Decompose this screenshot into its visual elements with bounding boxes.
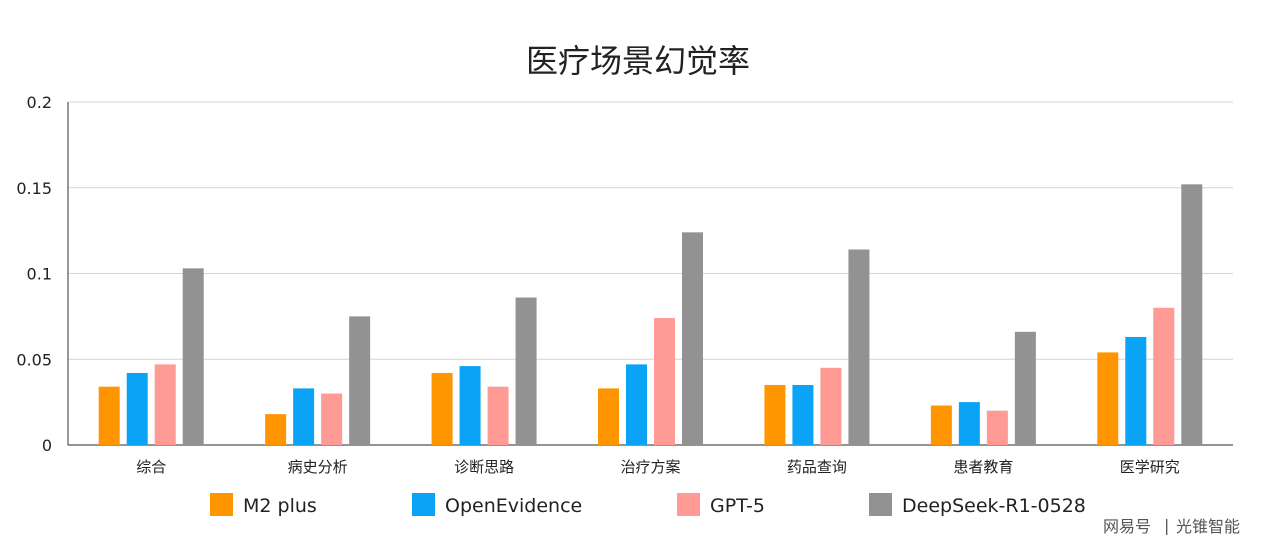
y-tick-label: 0.15 — [16, 179, 52, 198]
legend-swatch — [210, 493, 233, 516]
y-tick-label: 0.2 — [27, 93, 52, 112]
y-tick-label: 0 — [42, 436, 52, 455]
x-category-label: 病史分析 — [288, 458, 348, 476]
watermark: 网易号 | 光锥智能 — [1103, 516, 1240, 536]
legend-swatch — [869, 493, 892, 516]
bar — [820, 367, 842, 445]
bar — [182, 268, 204, 445]
bar — [598, 388, 619, 445]
bar — [459, 366, 481, 445]
x-category-label: 医学研究 — [1120, 458, 1180, 476]
x-axis-categories: 综合 病史分析 诊断思路 治疗方案 药品查询 患者教育 医学研究 — [136, 458, 1180, 476]
legend-label: GPT-5 — [710, 495, 765, 517]
legend-label: OpenEvidence — [445, 495, 582, 517]
y-axis-ticks: 0 0.05 0.1 0.15 0.2 — [16, 93, 52, 455]
legend-label: M2 plus — [243, 495, 317, 517]
watermark-source: 网易号 — [1103, 517, 1151, 536]
bar — [792, 384, 814, 445]
bar — [1181, 184, 1203, 445]
bar — [848, 249, 870, 445]
bar — [126, 372, 148, 445]
bar — [1097, 352, 1119, 445]
bar — [1153, 307, 1175, 445]
gridlines — [67, 101, 1233, 446]
bar — [321, 393, 343, 445]
legend-swatch — [677, 493, 700, 516]
watermark-author: 光锥智能 — [1176, 517, 1240, 536]
bar — [986, 410, 1008, 445]
bar — [958, 402, 980, 445]
bar — [764, 384, 786, 445]
bar — [431, 372, 453, 445]
bar — [1014, 331, 1036, 445]
bar — [515, 297, 537, 445]
bar — [1125, 336, 1147, 445]
watermark-separator: | — [1164, 516, 1169, 535]
bar — [349, 316, 371, 445]
x-category-label: 患者教育 — [953, 458, 1013, 476]
legend: M2 plus OpenEvidence GPT-5 DeepSeek-R1-0528 — [210, 493, 1086, 517]
bar — [654, 318, 675, 445]
x-category-label: 综合 — [136, 458, 166, 476]
bar — [487, 386, 509, 445]
legend-swatch — [412, 493, 435, 516]
y-tick-label: 0.1 — [27, 265, 52, 284]
bar — [98, 386, 120, 445]
x-category-label: 药品查询 — [787, 458, 847, 476]
chart-title: 医疗场景幻觉率 — [526, 42, 750, 80]
bar — [265, 414, 287, 445]
y-tick-label: 0.05 — [16, 350, 52, 369]
bar — [154, 364, 176, 445]
bar — [682, 232, 703, 445]
bar — [930, 405, 952, 445]
bar — [626, 364, 647, 445]
bars — [98, 184, 1203, 445]
legend-label: DeepSeek-R1-0528 — [902, 495, 1086, 517]
bar — [293, 388, 315, 445]
x-category-label: 治疗方案 — [620, 458, 680, 476]
x-category-label: 诊断思路 — [454, 458, 514, 476]
